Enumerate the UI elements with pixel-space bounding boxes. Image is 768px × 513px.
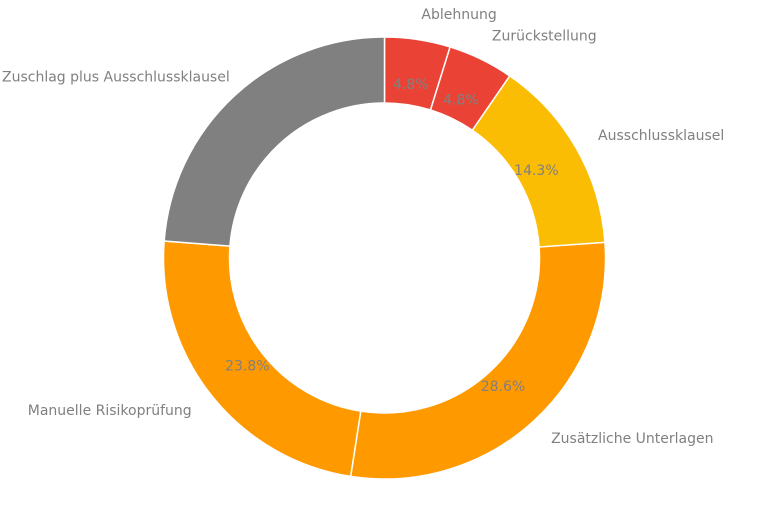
percent-label-0: 4.8% [393,77,429,93]
category-label-4: Manuelle Risikoprüfung [28,403,192,419]
percent-label-5: 23.8% [243,122,287,138]
category-label-1: Zurückstellung [492,29,597,45]
percent-label-3: 28.6% [481,379,525,395]
percent-label-2: 14.3% [514,163,558,179]
slices-group [162,36,607,480]
slice-2 [471,74,606,248]
category-label-2: Ausschlussklausel [598,128,724,144]
category-label-5: Zuschlag plus Ausschlussklausel [2,69,230,85]
slice-5 [163,36,386,247]
category-label-3: Zusätzliche Unterlagen [551,431,713,447]
percent-label-4: 23.8% [225,359,269,375]
category-label-0: Ablehnung [421,7,496,23]
labels-group: 4.8% Ablehnung 4.8% Zurückstellung 14.3% Auss… [2,7,724,447]
slice-3 [349,241,607,480]
percent-label-1: 4.8% [443,93,479,109]
